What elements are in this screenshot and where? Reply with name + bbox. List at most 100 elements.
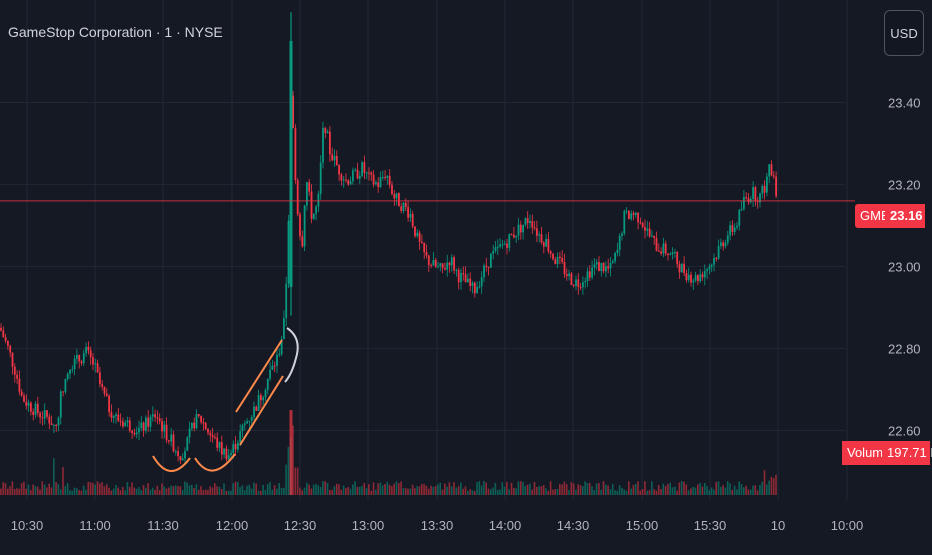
cup-curve-left [152,455,191,472]
candle-body [427,255,430,266]
candle-body [117,414,120,421]
candle-body [296,180,299,215]
candle-body [287,220,290,284]
candle-body [531,220,534,228]
candle-body [568,273,570,277]
candle-body [634,212,637,216]
volume-bar [554,489,556,495]
volume-bar [584,481,586,495]
candle-body [761,185,764,194]
volume-bar [147,483,149,495]
volume-bar [761,481,763,495]
volume-bar [223,483,225,495]
volume-bar [395,481,398,495]
volume-bar [20,483,23,495]
volume-bar [706,486,708,495]
candle-body [269,369,271,379]
volume-bar [356,486,359,495]
candle-body [370,172,373,175]
volume-bar [432,486,435,495]
volume-tag-value: 197.71 K [882,441,932,465]
candle-body [563,261,566,275]
candle-body [485,265,488,267]
candle-body [128,420,131,431]
volume-bar [595,483,598,495]
volume-bar [345,488,347,495]
volume-bar [161,483,163,495]
volume-bar [628,481,630,495]
volume-bar [278,483,280,495]
candle-body [552,253,554,260]
volume-bar [16,488,18,495]
volume-bar [694,487,697,495]
candle-body [683,263,685,273]
volume-bar [729,483,731,495]
x-tick-label: 12:30 [284,518,317,533]
volume-bar [453,482,455,495]
volume-bar [112,488,115,495]
volume-bar [220,488,223,495]
volume-bar [170,485,172,495]
volume-bar [273,485,276,495]
volume-bar [335,483,338,495]
candle-body [441,263,444,269]
volume-bar [404,488,407,495]
candle-body [478,286,481,288]
volume-bar [540,486,543,495]
x-tick-label: 11:00 [79,518,111,533]
candle-body [57,417,60,426]
volume-bar [99,483,101,495]
candle-body [657,250,660,252]
candle-body [469,278,472,286]
candle-body [9,345,12,353]
candle-body [646,228,649,231]
candle-body [639,222,642,224]
volume-bar [124,490,126,495]
volume-bar [409,488,412,495]
candle-body [335,155,338,166]
volume-bar [639,490,642,495]
price-axis[interactable]: 23.40 23.20 23.00 22.80 22.60 [888,95,921,438]
volume-bar [13,489,16,495]
candle-body [434,259,437,267]
candle-body [112,416,115,418]
volume-bar [545,488,547,495]
volume-bar [165,488,168,495]
time-axis[interactable]: 10:30 11:00 11:30 12:00 12:30 13:00 13:30 14:00… [11,518,864,533]
volume-bar [671,487,674,495]
volume-bar [2,482,4,495]
volume-bar [483,481,485,495]
currency-button[interactable]: USD [884,10,924,56]
candle-body [393,194,396,199]
volume-bar [308,484,310,495]
volume-bar [294,467,297,495]
candle-body [41,417,44,419]
volume-bar [149,489,152,495]
volume-bar [674,486,676,495]
candle-body [368,172,370,174]
candle-body [641,222,644,228]
candle-body [301,236,304,247]
volume-bar [62,467,64,495]
candle-body [522,224,524,233]
volume-bar [110,490,113,495]
volume-bar [30,490,32,495]
candle-body [706,269,708,272]
candle-body [239,431,242,443]
volume-bar [492,487,494,495]
volume-bar [743,487,745,495]
volume-bar [662,483,665,495]
volume-bar [720,486,722,495]
candle-body [669,254,672,256]
candle-body [237,442,239,450]
candle-body [437,266,439,268]
volume-bar [575,489,577,495]
candle-body [365,172,368,174]
volume-bar [756,490,759,495]
x-tick-label: 10 [771,518,785,533]
candle-body [89,350,92,358]
volume-bar [434,486,437,495]
candle-body [342,179,345,181]
